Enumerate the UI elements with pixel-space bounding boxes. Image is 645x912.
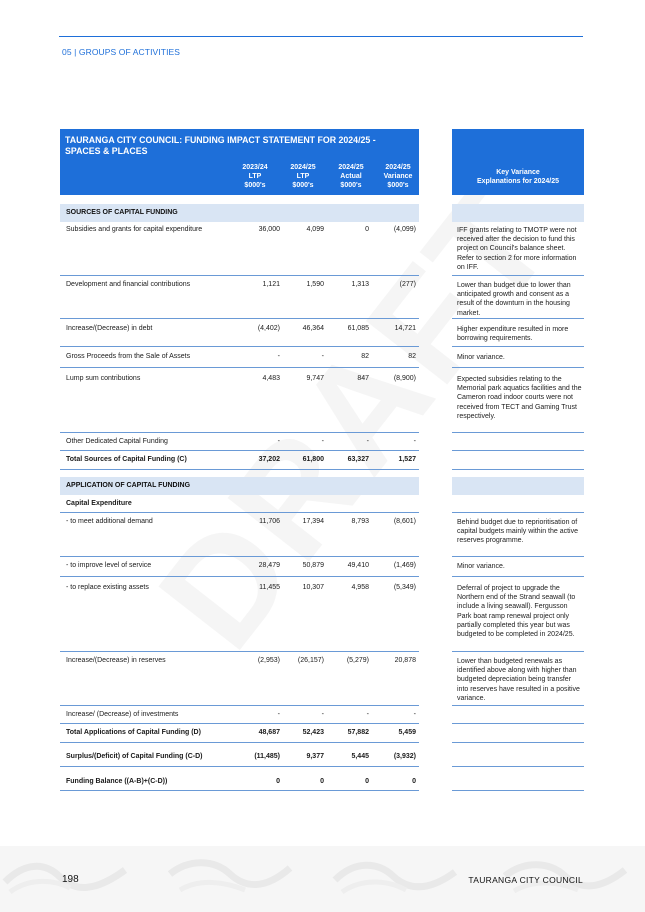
footer-organisation: TAURANGA CITY COUNCIL [468, 875, 583, 885]
footer-swirl-pattern-3 [332, 861, 458, 895]
note-divider [452, 346, 584, 347]
header-rule [59, 36, 583, 37]
row-divider [60, 705, 419, 706]
column-header-2023-24-ltp: 2023/24 LTP $000's [242, 164, 268, 189]
sources-heading: SOURCES OF CAPITAL FUNDING [66, 209, 178, 216]
application-heading: APPLICATION OF CAPITAL FUNDING [66, 482, 191, 489]
row-divider [60, 367, 419, 368]
row-divider [60, 469, 419, 470]
row-divider [60, 790, 419, 791]
variance-note: Behind budget due to reprioritisation of… [457, 519, 579, 545]
row-divider [60, 576, 419, 577]
row-divider [60, 766, 419, 767]
variance-note: Minor variance. [457, 354, 505, 361]
note-divider [452, 742, 584, 743]
row-divider [60, 346, 419, 347]
note-divider [452, 790, 584, 791]
section-label: 05 | GROUPS OF ACTIVITIES [62, 47, 181, 57]
note-divider [452, 432, 584, 433]
sources-heading-band: SOURCES OF CAPITAL FUNDING [60, 204, 419, 222]
row-divider [60, 723, 419, 724]
note-divider [452, 651, 584, 652]
row-divider [60, 651, 419, 652]
variance-note: IFF grants relating to TMOTP were not re… [457, 227, 577, 271]
footer-swirl-pattern-4 [502, 861, 628, 894]
row-divider [60, 556, 419, 557]
row-divider [60, 742, 419, 743]
row-divider [60, 432, 419, 433]
note-divider [452, 705, 584, 706]
note-divider [452, 576, 584, 577]
note-divider [452, 556, 584, 557]
column-header-2024-25-actual: 2024/25 Actual $000's [338, 164, 364, 189]
column-header-2024-25-variance: 2024/25 Variance $000's [383, 164, 413, 189]
table-header: TAURANGA CITY COUNCIL: FUNDING IMPACT ST… [60, 129, 419, 195]
note-divider [452, 318, 584, 319]
note-divider [452, 512, 584, 513]
key-variance-band [452, 477, 584, 495]
row-divider [60, 450, 419, 451]
variance-note: Deferral of project to upgrade the North… [457, 585, 576, 639]
page-number: 198 [62, 874, 79, 885]
variance-note: Minor variance. [457, 563, 505, 570]
note-divider [452, 723, 584, 724]
variance-note: Lower than budgeted renewals as identifi… [457, 658, 580, 702]
key-variance-band [452, 204, 584, 222]
key-variance-title: Key Variance Explanations for 2024/25 [476, 169, 560, 185]
variance-note: Lower than budget due to lower than anti… [457, 282, 571, 317]
row-divider [60, 512, 419, 513]
key-variance-header: Key Variance Explanations for 2024/25 [452, 129, 584, 195]
table-title: TAURANGA CITY COUNCIL: FUNDING IMPACT ST… [65, 135, 376, 156]
note-divider [452, 450, 584, 451]
column-header-2024-25-ltp: 2024/25 LTP $000's [290, 164, 316, 189]
footer-swirl-pattern-2 [167, 859, 293, 893]
variance-note: Expected subsidies relating to the Memor… [457, 376, 582, 420]
row-divider [60, 275, 419, 276]
note-divider [452, 766, 584, 767]
note-divider [452, 275, 584, 276]
footer-swirl-pattern-1 [2, 862, 128, 895]
note-divider [452, 367, 584, 368]
row-divider [60, 318, 419, 319]
variance-note: Higher expenditure resulted in more borr… [457, 326, 569, 343]
note-divider [452, 469, 584, 470]
application-heading-band: APPLICATION OF CAPITAL FUNDING [60, 477, 419, 495]
